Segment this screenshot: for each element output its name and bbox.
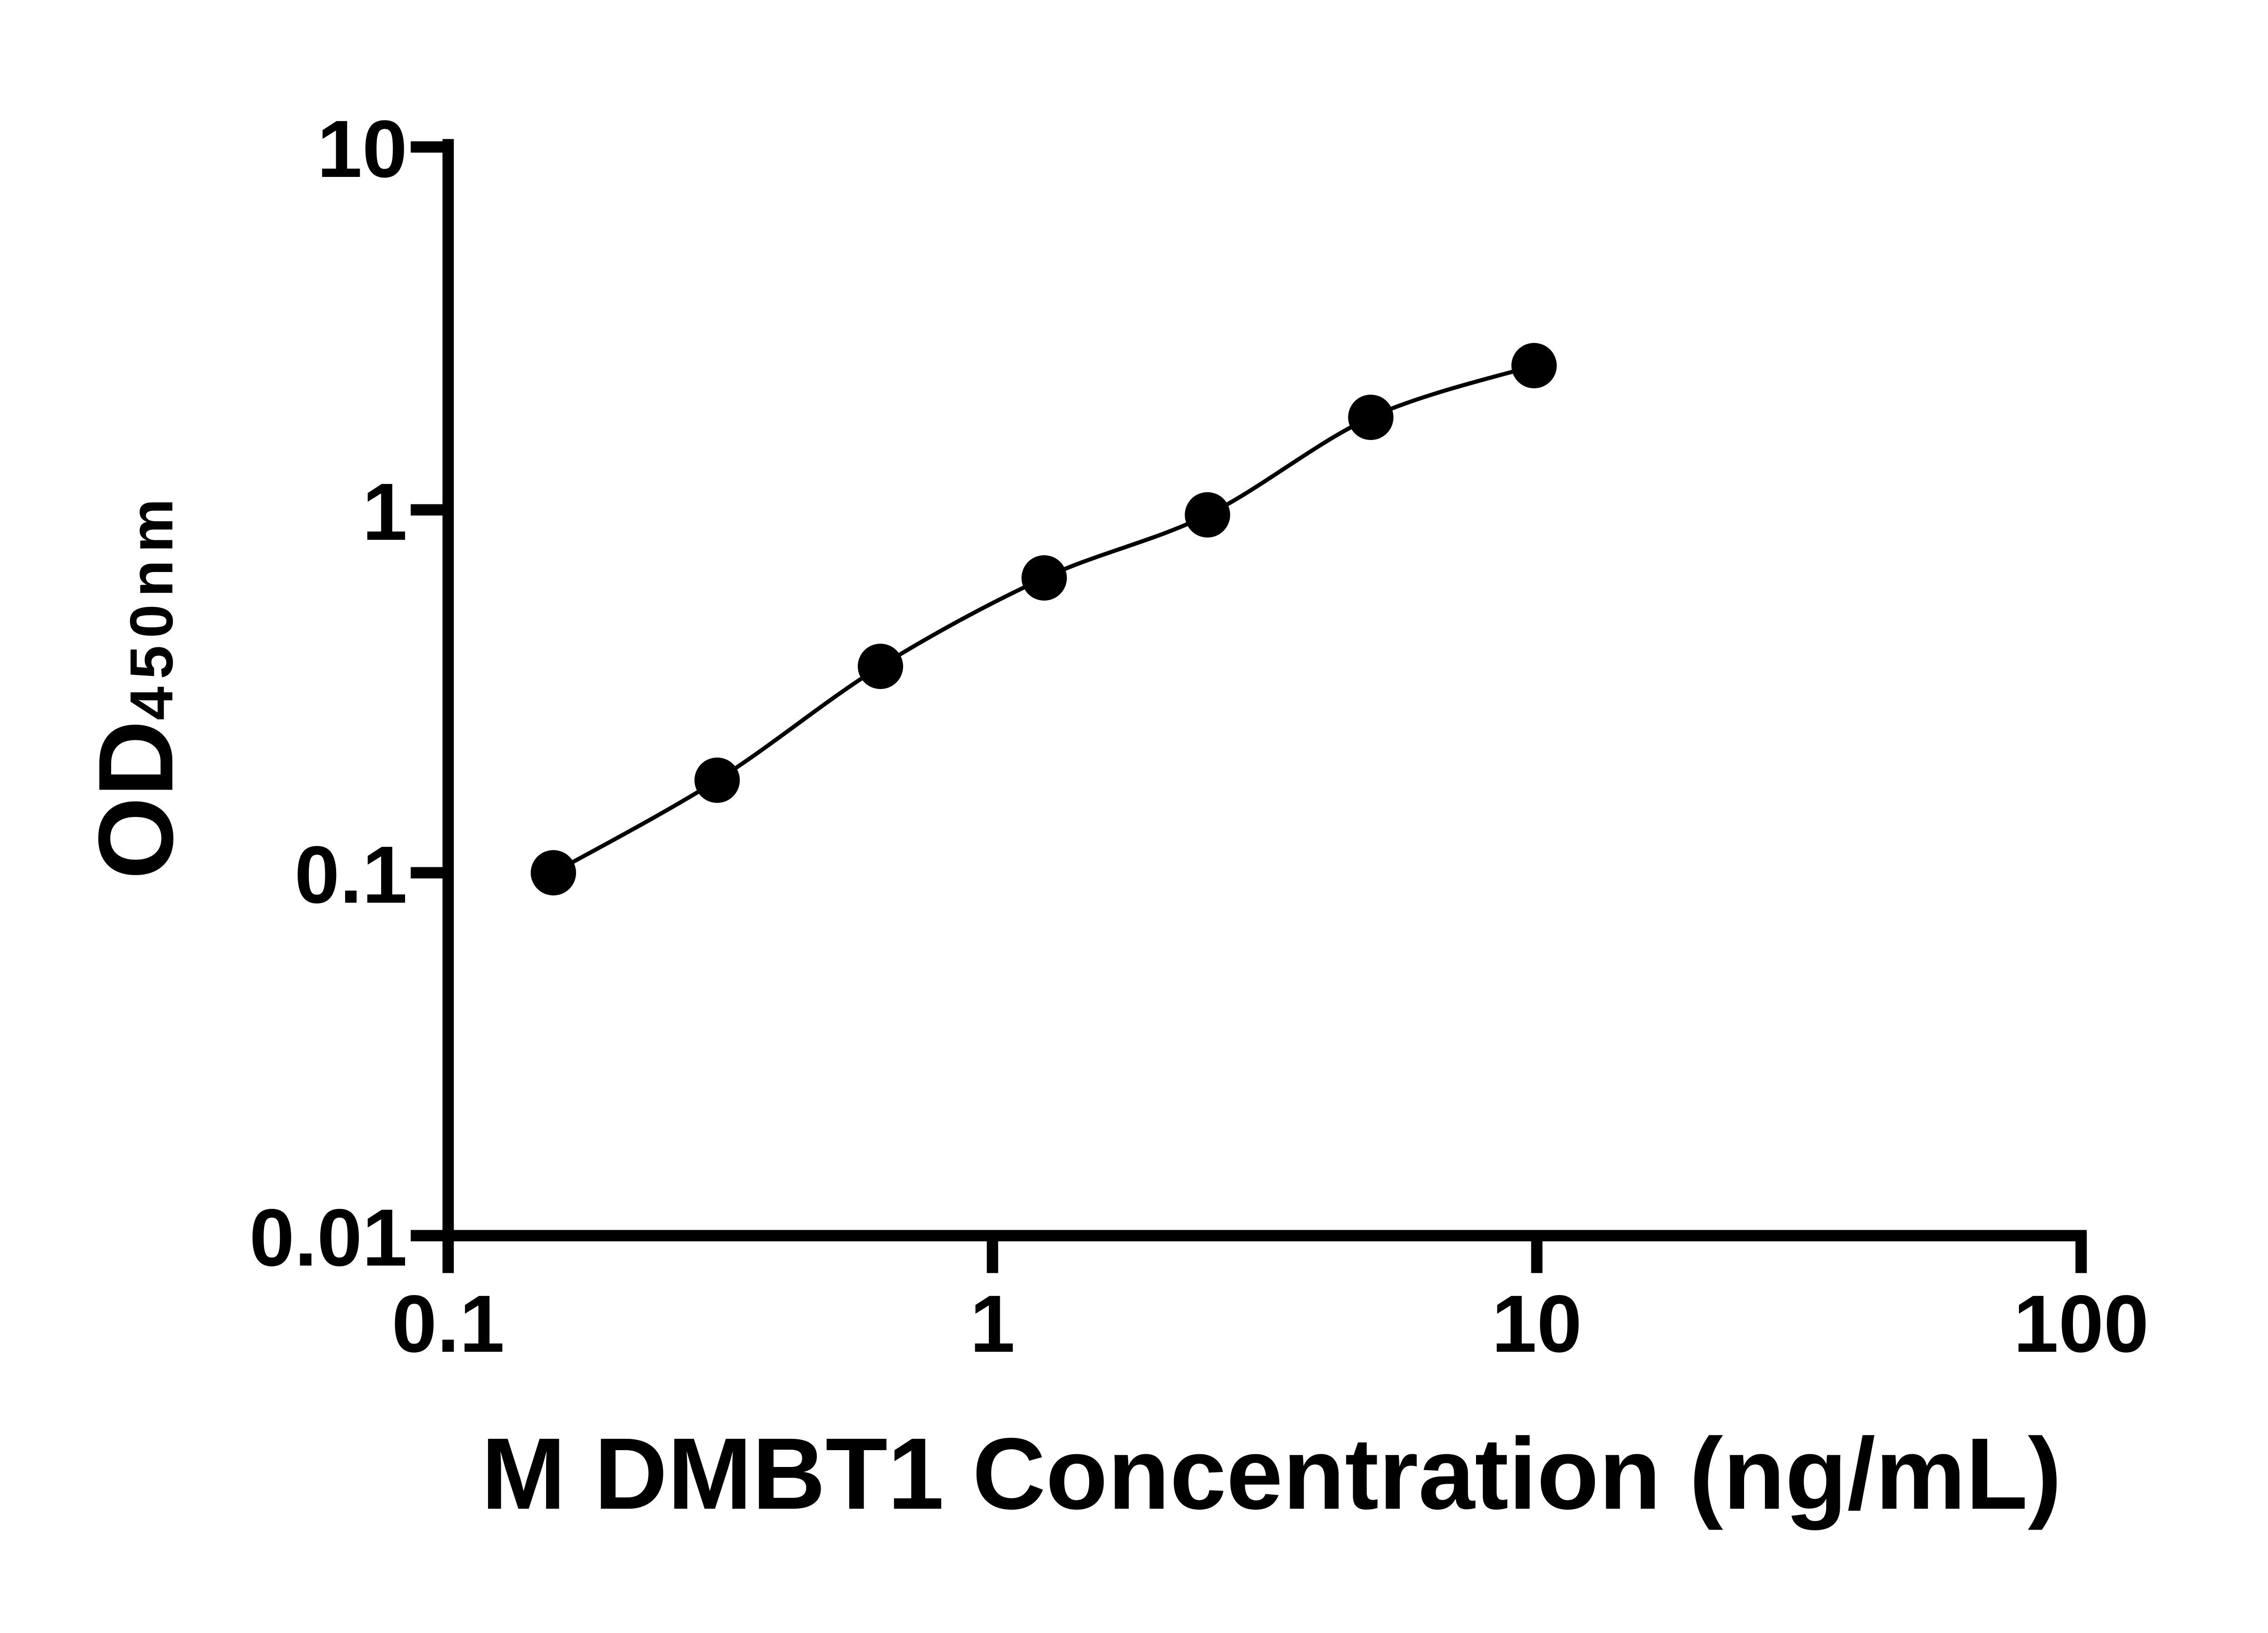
svg-text:10: 10 — [1491, 1278, 1582, 1369]
svg-text:100: 100 — [2014, 1278, 2149, 1369]
svg-text:0.1: 0.1 — [392, 1278, 505, 1369]
svg-text:0.1: 0.1 — [294, 829, 407, 920]
svg-text:1: 1 — [362, 466, 407, 557]
svg-text:1: 1 — [970, 1278, 1015, 1369]
svg-text:M DMBT1 Concentration (ng/mL): M DMBT1 Concentration (ng/mL) — [481, 1417, 2062, 1530]
svg-text:0.01: 0.01 — [249, 1192, 407, 1283]
svg-text:10: 10 — [317, 103, 407, 194]
